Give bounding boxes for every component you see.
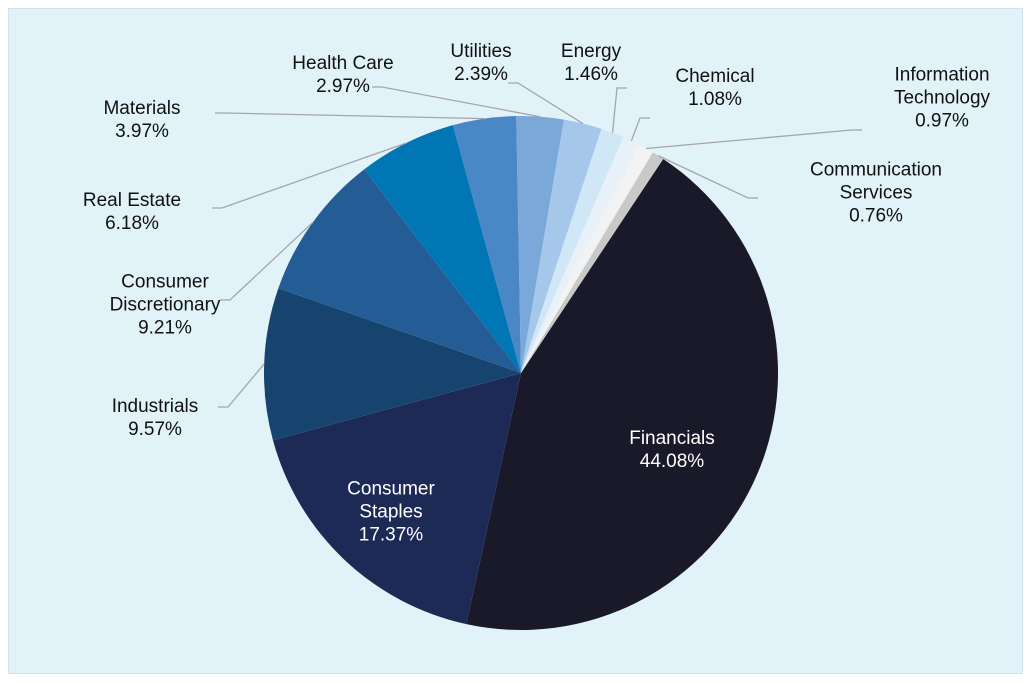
category-label: Financials <box>629 428 715 449</box>
category-label: Information Technology <box>893 64 991 109</box>
value-label: 9.57% <box>128 419 182 440</box>
pie-slice <box>516 116 564 373</box>
data-label: Energy 1.46% <box>536 40 646 86</box>
data-label: Chemical 1.08% <box>660 65 770 111</box>
pie-slice <box>521 152 664 373</box>
value-label: 2.39% <box>454 64 508 85</box>
value-label: 6.18% <box>105 213 159 234</box>
data-label: Financials 44.08% <box>602 427 742 473</box>
data-label: Materials 3.97% <box>87 97 197 143</box>
data-label: Information Technology 0.97% <box>872 64 1012 133</box>
category-label: Communication Services <box>810 159 942 204</box>
data-label: Consumer Staples 17.37% <box>321 478 461 547</box>
leader-line <box>220 222 314 301</box>
leader-line <box>657 155 758 199</box>
category-label: Consumer Staples <box>347 478 435 523</box>
value-label: 1.08% <box>688 89 742 110</box>
pie-slice <box>521 128 624 373</box>
category-label: Health Care <box>292 53 394 74</box>
value-label: 0.76% <box>849 205 903 227</box>
category-label: Materials <box>103 98 181 119</box>
pie-slice <box>452 116 521 373</box>
data-label: Consumer Discretionary 9.21% <box>90 271 240 340</box>
leader-line <box>630 117 650 142</box>
category-label: Chemical <box>675 66 755 87</box>
leader-line <box>508 82 584 125</box>
pie-slice <box>521 137 640 373</box>
pie-slice <box>521 119 602 373</box>
category-label: Real Estate <box>82 190 182 211</box>
value-label: 2.97% <box>316 76 370 97</box>
leader-line <box>212 142 407 209</box>
pie-slice <box>278 169 521 373</box>
leader-line <box>646 129 862 150</box>
pie-slice <box>521 144 653 373</box>
category-label: Energy <box>560 41 622 62</box>
leader-line <box>611 87 627 133</box>
value-label: 17.37% <box>358 524 424 546</box>
value-label: 3.97% <box>115 121 169 142</box>
data-label: Real Estate 6.18% <box>62 189 202 235</box>
category-label: Industrials <box>111 396 199 417</box>
value-label: 44.08% <box>639 451 705 472</box>
leader-line <box>218 363 265 408</box>
pie-slice <box>264 288 521 441</box>
value-label: 9.21% <box>138 317 192 339</box>
category-label: Utilities <box>450 41 512 62</box>
pie-slice <box>466 158 779 630</box>
leader-line <box>215 112 485 120</box>
data-label: Communication Services 0.76% <box>786 159 966 228</box>
value-label: 0.97% <box>915 110 969 132</box>
data-label: Health Care 2.97% <box>273 52 413 98</box>
category-label: Consumer Discretionary <box>109 271 221 316</box>
value-label: 1.46% <box>564 64 618 85</box>
pie-slice <box>364 125 521 374</box>
leader-line <box>372 86 541 118</box>
data-label: Utilities 2.39% <box>426 40 536 86</box>
pie-slice <box>272 373 521 625</box>
data-label: Industrials 9.57% <box>85 395 225 441</box>
